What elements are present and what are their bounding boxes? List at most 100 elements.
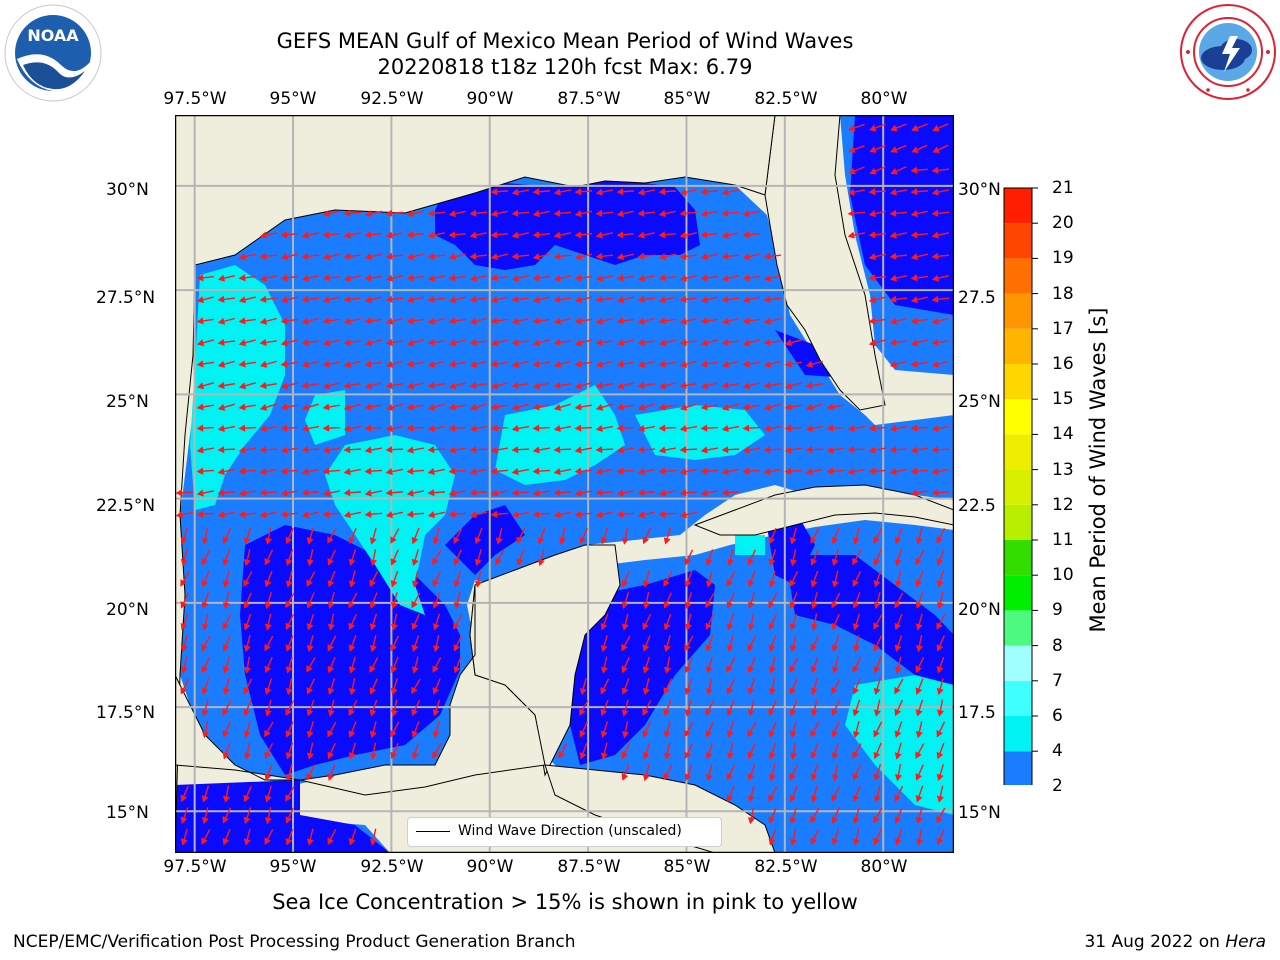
wave-direction-arrow	[574, 274, 593, 282]
wave-direction-arrow	[600, 678, 610, 695]
wave-direction-arrow	[280, 360, 299, 368]
wave-direction-arrow	[385, 446, 404, 454]
wave-direction-arrow	[553, 274, 571, 282]
wave-direction-arrow	[406, 467, 425, 475]
wave-direction-arrow	[238, 360, 257, 368]
wave-direction-arrow	[322, 403, 341, 411]
wave-direction-arrow	[847, 188, 865, 196]
wave-direction-arrow	[427, 511, 445, 519]
wave-direction-arrow	[684, 721, 694, 738]
wave-direction-arrow	[390, 570, 399, 588]
wave-direction-arrow	[663, 656, 671, 674]
wave-direction-arrow	[868, 446, 886, 454]
wave-direction-arrow	[448, 510, 467, 518]
wave-direction-arrow	[369, 678, 378, 695]
wave-direction-arrow	[406, 210, 424, 218]
wave-direction-arrow	[831, 742, 839, 760]
wave-direction-arrow	[721, 188, 739, 196]
wave-direction-arrow	[532, 467, 551, 475]
wave-direction-arrow	[763, 468, 781, 476]
wave-direction-arrow	[621, 592, 630, 609]
wave-direction-arrow	[915, 549, 925, 566]
wave-direction-arrow	[763, 295, 782, 303]
wave-direction-arrow	[369, 657, 379, 673]
wave-direction-arrow	[369, 527, 377, 545]
wave-direction-arrow	[238, 339, 256, 347]
wave-direction-arrow	[768, 700, 778, 716]
wave-direction-arrow	[847, 231, 865, 239]
wave-direction-arrow	[805, 468, 823, 476]
chart-subtitle: 20220818 t18z 120h fcst Max: 6.79	[377, 55, 753, 79]
wave-direction-arrow	[747, 549, 757, 566]
wave-direction-arrow	[406, 510, 425, 518]
wave-direction-arrow	[700, 382, 718, 390]
wave-direction-arrow	[369, 592, 378, 609]
wave-direction-arrow	[453, 656, 462, 674]
wave-direction-arrow	[915, 635, 923, 653]
colorbar-segment	[1004, 364, 1032, 400]
wave-direction-arrow	[222, 742, 231, 760]
wave-direction-arrow	[894, 828, 903, 846]
wave-direction-arrow	[684, 699, 692, 717]
wave-direction-arrow	[658, 382, 676, 390]
svg-text:NOAA: NOAA	[27, 26, 79, 45]
wave-direction-arrow	[432, 635, 440, 653]
wave-direction-arrow	[553, 252, 572, 260]
wave-direction-arrow	[642, 742, 651, 760]
wave-direction-arrow	[721, 360, 739, 368]
wave-direction-arrow	[322, 489, 340, 497]
wave-direction-arrow	[915, 678, 924, 695]
wave-direction-arrow	[474, 570, 482, 588]
wave-direction-arrow	[364, 467, 383, 475]
wave-direction-arrow	[931, 295, 950, 303]
wave-direction-arrow	[889, 338, 908, 346]
wave-direction-arrow	[301, 511, 319, 519]
wave-direction-arrow	[238, 424, 257, 432]
wave-direction-arrow	[264, 742, 274, 760]
colorbar-label: Mean Period of Wind Waves [s]	[1086, 307, 1110, 633]
wave-direction-arrow	[469, 424, 488, 433]
wave-direction-arrow	[453, 549, 462, 566]
wave-direction-arrow	[700, 339, 718, 347]
wave-direction-arrow	[616, 446, 634, 454]
wave-direction-arrow	[936, 764, 945, 782]
wave-direction-arrow	[810, 528, 820, 544]
wave-direction-arrow	[453, 528, 463, 544]
wave-direction-arrow	[327, 592, 335, 610]
wave-direction-arrow	[327, 764, 336, 781]
wave-direction-arrow	[915, 570, 924, 588]
wave-direction-arrow	[616, 510, 635, 518]
wave-direction-arrow	[826, 403, 845, 411]
wave-direction-arrow	[511, 338, 530, 346]
wave-direction-arrow	[427, 231, 445, 239]
wave-direction-arrow	[684, 613, 692, 631]
wave-direction-arrow	[364, 489, 382, 497]
wave-direction-arrow	[915, 743, 925, 759]
wave-direction-arrow	[784, 403, 803, 411]
wave-direction-arrow	[301, 231, 319, 239]
wave-direction-arrow	[495, 527, 503, 545]
wave-direction-arrow	[637, 446, 656, 454]
wave-direction-arrow	[217, 511, 235, 519]
wave-direction-arrow	[705, 635, 714, 652]
wave-direction-arrow	[658, 317, 677, 325]
wave-direction-arrow	[243, 785, 252, 803]
wave-direction-arrow	[306, 549, 314, 567]
wave-direction-arrow	[595, 209, 614, 217]
wave-direction-arrow	[385, 360, 403, 368]
wave-direction-arrow	[264, 721, 274, 738]
wave-direction-arrow	[890, 123, 907, 132]
mid-period-region	[495, 385, 625, 485]
wave-direction-arrow	[196, 446, 214, 454]
wave-direction-arrow	[574, 210, 592, 218]
wave-direction-arrow	[390, 721, 400, 738]
colorbar-tick-label: 16	[1052, 354, 1074, 374]
wave-direction-arrow	[201, 592, 210, 609]
wave-direction-arrow	[890, 144, 907, 153]
wave-direction-arrow	[369, 549, 377, 567]
wave-direction-arrow	[217, 274, 235, 282]
wave-direction-arrow	[448, 253, 466, 261]
wave-direction-arrow	[427, 468, 445, 476]
wave-direction-arrow	[448, 339, 466, 347]
wave-direction-arrow	[532, 231, 551, 239]
